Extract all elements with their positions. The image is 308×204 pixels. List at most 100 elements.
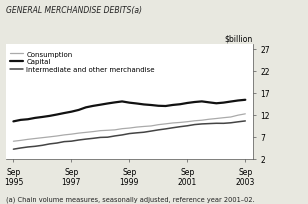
Capital [207,102,211,104]
Intermediate and other merchandise [207,123,211,125]
Legend: Consumption, Capital, Intermediate and other merchandise: Consumption, Capital, Intermediate and o… [10,51,156,73]
Consumption [26,139,30,141]
Consumption [200,119,204,122]
Consumption [19,140,22,142]
Capital [149,104,153,107]
Capital [113,102,117,104]
Consumption [91,131,95,133]
Consumption [142,126,146,128]
Text: $billion: $billion [224,35,253,44]
Intermediate and other merchandise [70,140,73,143]
Capital [156,105,160,108]
Intermediate and other merchandise [113,135,117,137]
Capital [62,112,66,115]
Capital [120,101,124,103]
Consumption [236,114,240,117]
Intermediate and other merchandise [200,123,204,125]
Text: GENERAL MERCHANDISE DEBITS(a): GENERAL MERCHANDISE DEBITS(a) [6,6,142,15]
Capital [91,105,95,108]
Intermediate and other merchandise [33,145,37,148]
Intermediate and other merchandise [185,125,189,127]
Consumption [48,136,51,138]
Intermediate and other merchandise [91,137,95,140]
Consumption [84,132,88,134]
Consumption [135,126,139,129]
Intermediate and other merchandise [229,122,233,124]
Consumption [113,129,117,131]
Consumption [106,129,109,132]
Intermediate and other merchandise [243,120,247,123]
Capital [55,114,59,116]
Capital [229,101,233,103]
Intermediate and other merchandise [164,128,168,131]
Consumption [70,133,73,136]
Capital [164,105,168,108]
Intermediate and other merchandise [171,127,175,129]
Intermediate and other merchandise [120,134,124,136]
Consumption [222,117,225,119]
Capital [236,100,240,102]
Capital [70,111,73,113]
Consumption [62,134,66,136]
Capital [99,104,102,106]
Consumption [178,122,182,124]
Capital [214,103,218,105]
Capital [243,99,247,102]
Consumption [149,125,153,128]
Intermediate and other merchandise [26,146,30,149]
Intermediate and other merchandise [222,122,225,125]
Intermediate and other merchandise [149,130,153,133]
Capital [12,121,15,123]
Text: (a) Chain volume measures, seasonally adjusted, reference year 2001–02.: (a) Chain volume measures, seasonally ad… [6,195,255,202]
Intermediate and other merchandise [193,124,197,126]
Capital [178,103,182,106]
Consumption [12,140,15,143]
Capital [193,101,197,104]
Capital [135,103,139,105]
Consumption [41,137,44,139]
Intermediate and other merchandise [178,126,182,128]
Consumption [243,113,247,115]
Intermediate and other merchandise [62,141,66,143]
Intermediate and other merchandise [128,133,131,135]
Intermediate and other merchandise [77,139,80,142]
Capital [128,102,131,104]
Capital [222,102,225,104]
Intermediate and other merchandise [41,144,44,147]
Consumption [193,120,197,122]
Capital [33,117,37,120]
Intermediate and other merchandise [156,129,160,131]
Capital [41,116,44,119]
Capital [84,107,88,109]
Capital [26,119,30,121]
Intermediate and other merchandise [142,131,146,134]
Intermediate and other merchandise [12,148,15,151]
Intermediate and other merchandise [106,136,109,139]
Intermediate and other merchandise [214,122,218,125]
Consumption [229,116,233,119]
Capital [200,101,204,103]
Capital [142,104,146,106]
Consumption [33,137,37,140]
Intermediate and other merchandise [99,136,102,139]
Capital [48,115,51,118]
Capital [171,104,175,107]
Consumption [171,122,175,125]
Capital [77,109,80,112]
Intermediate and other merchandise [84,138,88,141]
Consumption [128,127,131,130]
Consumption [164,123,168,125]
Consumption [77,132,80,135]
Consumption [214,118,218,120]
Capital [19,119,22,122]
Consumption [99,130,102,132]
Line: Intermediate and other merchandise: Intermediate and other merchandise [14,121,245,150]
Intermediate and other merchandise [135,132,139,134]
Intermediate and other merchandise [236,121,240,123]
Capital [185,102,189,105]
Line: Capital: Capital [14,100,245,122]
Consumption [120,128,124,130]
Intermediate and other merchandise [19,147,22,150]
Consumption [55,135,59,137]
Consumption [156,124,160,126]
